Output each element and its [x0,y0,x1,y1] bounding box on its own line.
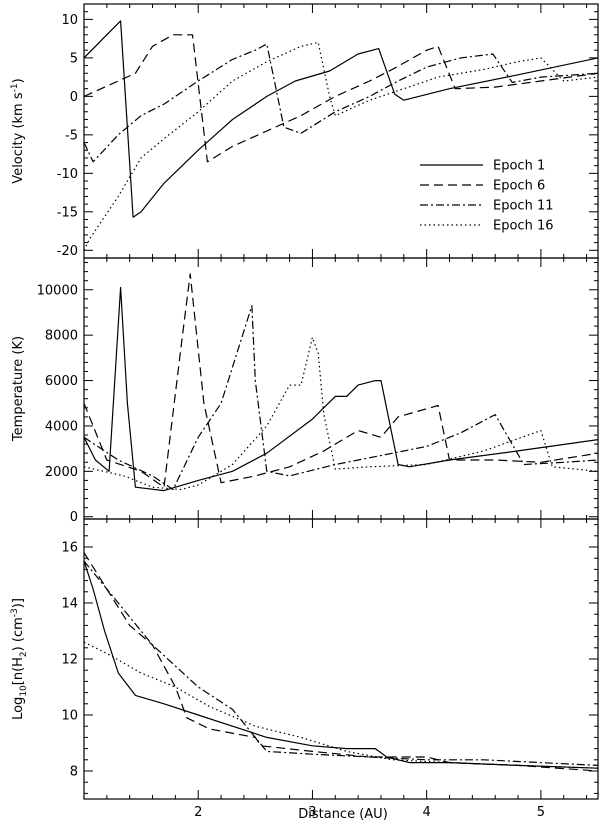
temperature-series-epoch-1 [84,286,598,492]
legend-label-epoch-6: Epoch 6 [493,179,545,194]
velocity-series-epoch-11 [84,43,598,163]
density-y-axis-label: Log10[n(H2) (cm-3)] [10,598,29,720]
temperature-ytick-label: 8000 [45,329,78,344]
legend-label-epoch-11: Epoch 11 [493,199,553,214]
temperature-ytick-label: 10000 [37,283,78,298]
x-tick-label: 4 [423,805,431,820]
x-tick-label: 5 [537,805,545,820]
density-series-epoch-6 [84,552,598,772]
x-axis-label: Distance (AU) [298,807,388,822]
legend-label-epoch-16: Epoch 16 [493,219,553,234]
density-ytick-label: 14 [61,597,78,612]
temperature-ytick-label: 0 [70,510,78,525]
velocity-ytick-label: 5 [70,51,78,66]
temperature-ytick-label: 2000 [45,465,78,480]
x-tick-label: 2 [194,805,202,820]
temperature-ytick-label: 6000 [45,374,78,389]
temperature-series-epoch-16 [84,336,598,491]
density-series-epoch-1 [84,560,598,769]
density-series-epoch-16 [84,641,598,769]
panel-density: 8 10 12 14 16 Log10[n(H2) (cm-3)] 2 3 4 5 [10,518,599,820]
velocity-ytick-label: 10 [61,13,78,28]
density-series-epoch-11 [84,560,598,766]
velocity-ytick-label: -15 [57,205,78,220]
density-ytick-label: 8 [70,765,78,780]
velocity-ytick-label: -10 [57,167,78,182]
temperature-ytick-label: 4000 [45,419,78,434]
temperature-y-axis-label: Temperature (K) [11,336,26,442]
velocity-series-epoch-1 [84,20,598,218]
density-frame [83,518,599,800]
velocity-ytick-label: -5 [65,128,78,143]
temperature-series-epoch-6 [84,273,598,488]
density-ytick-label: 12 [61,653,78,668]
temperature-series-epoch-11 [84,305,598,491]
panel-temperature: 0 2000 4000 6000 8000 10000 Temperature (K) [11,257,599,525]
density-ytick-label: 10 [61,709,78,724]
density-ytick-label: 16 [61,541,78,556]
legend: Epoch 1 Epoch 6 Epoch 11 Epoch 16 [420,159,553,234]
velocity-y-axis-label: Velocity (km s-1) [10,78,26,183]
velocity-ytick-label: -20 [57,244,78,259]
velocity-series-epoch-16 [84,41,598,251]
temperature-frame [83,257,599,520]
velocity-ytick-label: 0 [70,90,78,105]
legend-label-epoch-1: Epoch 1 [493,159,545,174]
velocity-series-epoch-6 [84,34,598,163]
x-tick-label: 3 [308,805,316,820]
